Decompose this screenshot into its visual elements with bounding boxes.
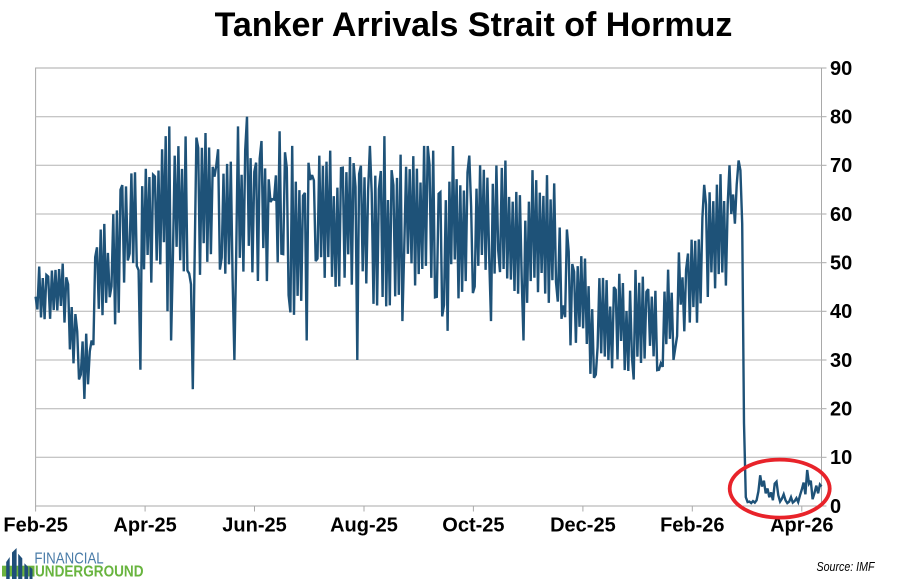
svg-text:UNDERGROUND: UNDERGROUND	[35, 564, 144, 579]
svg-text:20: 20	[830, 399, 852, 421]
svg-text:Tanker Arrivals Strait of Horm: Tanker Arrivals Strait of Hormuz	[215, 6, 733, 44]
svg-text:Source: IMF: Source: IMF	[817, 560, 876, 574]
svg-text:Feb-25: Feb-25	[3, 515, 67, 537]
svg-text:Apr-25: Apr-25	[113, 515, 176, 537]
svg-text:60: 60	[830, 204, 852, 226]
svg-text:0: 0	[830, 496, 841, 518]
svg-text:80: 80	[830, 107, 852, 129]
svg-text:50: 50	[830, 253, 852, 275]
svg-text:10: 10	[830, 447, 852, 469]
svg-text:Oct-25: Oct-25	[442, 515, 504, 537]
svg-text:30: 30	[830, 350, 852, 372]
svg-text:Jun-25: Jun-25	[222, 515, 286, 537]
svg-text:90: 90	[830, 58, 852, 80]
svg-text:Aug-25: Aug-25	[330, 515, 398, 537]
svg-text:Feb-26: Feb-26	[660, 515, 724, 537]
svg-text:70: 70	[830, 155, 852, 177]
svg-text:40: 40	[830, 301, 852, 323]
svg-text:FINANCIAL: FINANCIAL	[34, 550, 103, 567]
svg-text:Dec-25: Dec-25	[550, 515, 616, 537]
svg-text:Apr-26: Apr-26	[770, 515, 833, 537]
